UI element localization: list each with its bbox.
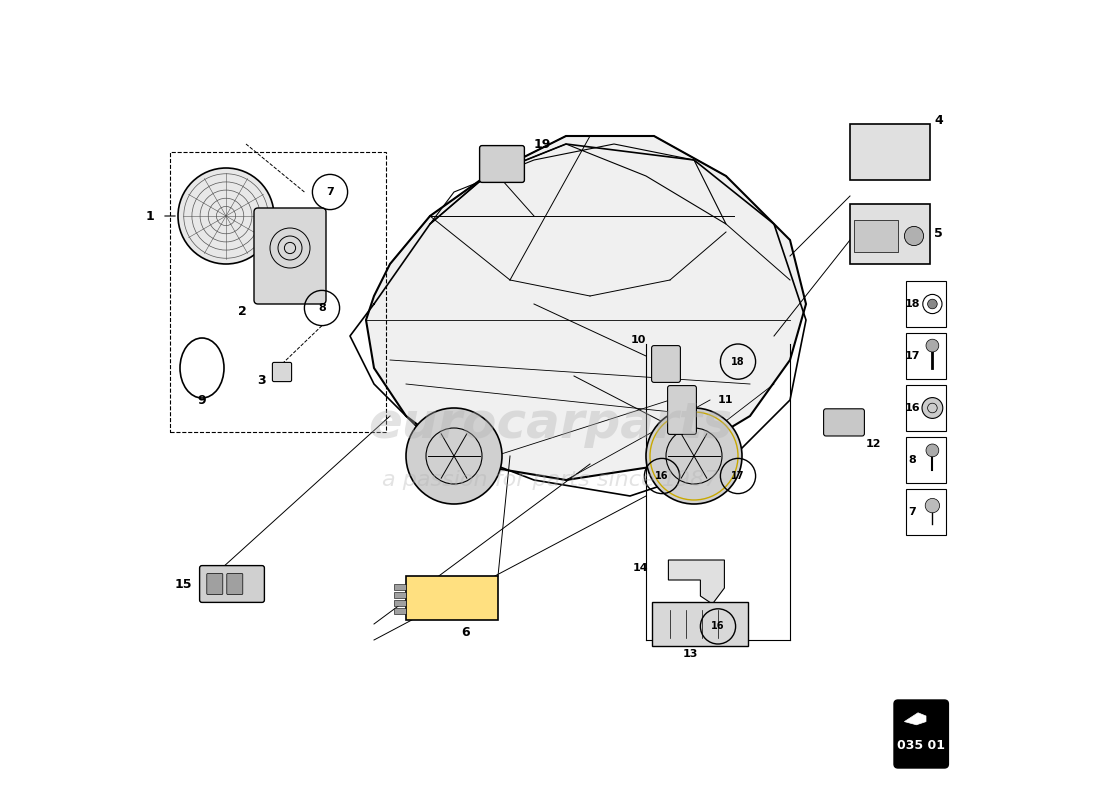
Text: 17: 17 (904, 351, 920, 361)
FancyBboxPatch shape (199, 566, 264, 602)
Text: 6: 6 (462, 626, 471, 638)
Text: 10: 10 (630, 335, 646, 345)
FancyBboxPatch shape (394, 592, 406, 598)
FancyBboxPatch shape (394, 584, 406, 590)
FancyBboxPatch shape (906, 281, 946, 327)
Polygon shape (669, 560, 725, 604)
FancyBboxPatch shape (227, 574, 243, 594)
FancyBboxPatch shape (254, 208, 326, 304)
FancyBboxPatch shape (894, 700, 948, 768)
FancyBboxPatch shape (906, 437, 946, 483)
Text: a passion for parts since 1987: a passion for parts since 1987 (382, 470, 718, 490)
Text: 8: 8 (318, 303, 326, 313)
FancyBboxPatch shape (394, 608, 406, 614)
Text: 7: 7 (909, 507, 916, 517)
FancyBboxPatch shape (906, 385, 946, 431)
Circle shape (926, 444, 938, 457)
FancyBboxPatch shape (850, 204, 930, 264)
FancyBboxPatch shape (406, 576, 498, 620)
Circle shape (922, 398, 943, 418)
FancyBboxPatch shape (651, 346, 681, 382)
Text: 12: 12 (866, 439, 881, 449)
Text: 16: 16 (712, 622, 725, 631)
FancyBboxPatch shape (394, 600, 406, 606)
Circle shape (646, 408, 742, 504)
FancyBboxPatch shape (480, 146, 525, 182)
Text: 15: 15 (174, 578, 191, 590)
FancyBboxPatch shape (850, 124, 930, 180)
Text: 035 01: 035 01 (898, 739, 945, 752)
Text: 17: 17 (732, 471, 745, 481)
Circle shape (406, 408, 502, 504)
Text: 1: 1 (145, 210, 154, 222)
Text: 7: 7 (326, 187, 334, 197)
FancyBboxPatch shape (273, 362, 292, 382)
Text: 18: 18 (732, 357, 745, 366)
FancyBboxPatch shape (854, 220, 898, 252)
Text: 5: 5 (934, 227, 943, 240)
Polygon shape (366, 136, 806, 480)
Text: 2: 2 (238, 306, 246, 318)
Text: 9: 9 (198, 394, 207, 406)
FancyBboxPatch shape (824, 409, 865, 436)
FancyBboxPatch shape (906, 333, 946, 379)
FancyBboxPatch shape (207, 574, 223, 594)
Text: eurocarparts: eurocarparts (367, 400, 733, 448)
Text: 19: 19 (534, 138, 551, 150)
Circle shape (925, 498, 939, 513)
FancyBboxPatch shape (668, 386, 696, 434)
Circle shape (926, 339, 938, 352)
Circle shape (927, 299, 937, 309)
Text: 13: 13 (682, 650, 697, 659)
Text: 14: 14 (632, 563, 648, 573)
Text: 18: 18 (904, 299, 920, 309)
FancyBboxPatch shape (906, 489, 946, 535)
Text: 3: 3 (257, 374, 266, 387)
Polygon shape (904, 713, 926, 725)
FancyBboxPatch shape (651, 602, 748, 646)
Text: 16: 16 (904, 403, 921, 413)
Circle shape (178, 168, 274, 264)
Text: 11: 11 (718, 395, 734, 405)
Text: 16: 16 (656, 471, 669, 481)
Text: 8: 8 (909, 455, 916, 465)
Text: 4: 4 (934, 114, 943, 126)
Circle shape (904, 226, 924, 246)
